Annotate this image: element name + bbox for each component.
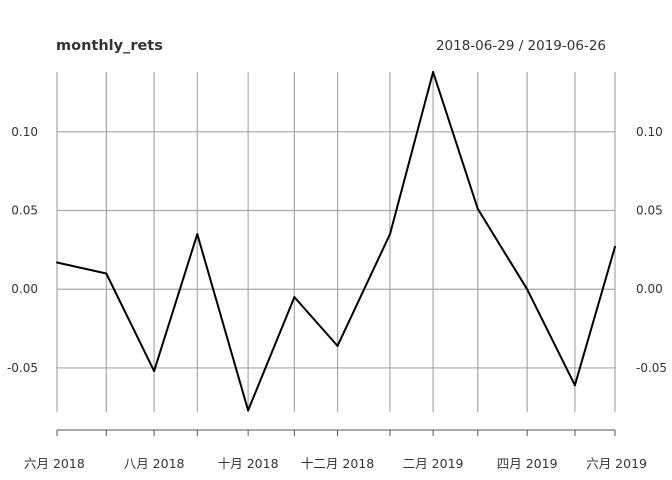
data-point xyxy=(476,207,479,210)
data-point xyxy=(432,71,435,73)
data-point xyxy=(56,261,58,264)
x-tick-label: 六月 2019 xyxy=(586,456,647,471)
x-tick-label: 二月 2019 xyxy=(403,456,464,471)
y-tick-label-right: 0.10 xyxy=(636,125,663,139)
data-point xyxy=(293,296,296,299)
y-tick-label-right: -0.05 xyxy=(636,361,667,375)
x-tick-label: 十月 2018 xyxy=(218,456,279,471)
data-point xyxy=(153,370,156,373)
y-tick-label-left: 0.05 xyxy=(11,204,38,218)
x-tick-label: 八月 2018 xyxy=(124,456,185,471)
x-tick-label: 六月 2018 xyxy=(24,456,85,471)
data-point xyxy=(105,272,108,275)
x-axis: 六月 2018 八月 2018 十月 2018 十二月 2018 二月 2019 四月 2… xyxy=(24,429,647,471)
x-tick-label: 四月 2019 xyxy=(497,456,558,471)
x-tick-label: 十二月 2018 xyxy=(301,456,374,471)
data-point xyxy=(388,233,391,236)
y-tick-labels: 0.10 0.10 0.05 0.05 0.00 0.00 -0.05 -0.05 xyxy=(7,125,667,375)
y-tick-label-right: 0.00 xyxy=(636,282,663,296)
y-tick-label-left: 0.00 xyxy=(11,282,38,296)
data-point xyxy=(336,344,339,347)
series-layer xyxy=(56,71,616,412)
series-line xyxy=(56,71,616,412)
data-point xyxy=(614,245,616,248)
data-point xyxy=(247,409,250,412)
chart-date-range: 2018-06-29 / 2019-06-26 xyxy=(436,38,606,54)
chart-title: monthly_rets xyxy=(56,38,163,54)
data-point xyxy=(526,288,529,291)
data-point xyxy=(196,233,199,236)
grid xyxy=(56,72,616,412)
y-tick-label-right: 0.05 xyxy=(636,204,663,218)
y-tick-label-left: 0.10 xyxy=(11,125,38,139)
data-point xyxy=(573,384,576,387)
y-tick-label-left: -0.05 xyxy=(7,361,38,375)
